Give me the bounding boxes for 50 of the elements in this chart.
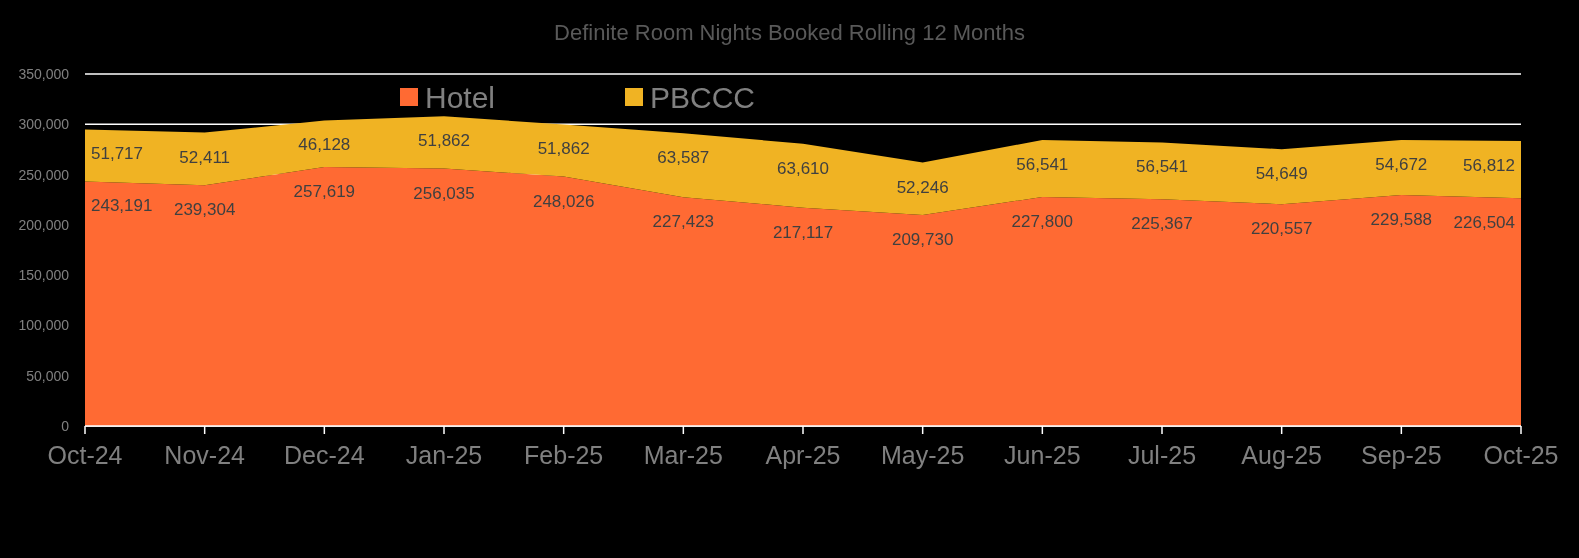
data-label: 229,588 xyxy=(1370,210,1433,230)
y-tick-label: 50,000 xyxy=(26,367,70,384)
x-tick-label: Oct-24 xyxy=(47,441,123,469)
x-tick-label: Nov-24 xyxy=(164,441,246,469)
x-tick-label: Feb-25 xyxy=(524,441,604,469)
data-label: 257,619 xyxy=(293,181,356,201)
x-tick-label: Dec-24 xyxy=(284,441,365,469)
data-label: 256,035 xyxy=(413,183,475,203)
data-label: 56,541 xyxy=(1136,157,1188,177)
data-label: 239,304 xyxy=(173,200,236,220)
x-tick-label: Aug-25 xyxy=(1241,441,1322,469)
x-tick-label: Mar-25 xyxy=(643,441,723,469)
y-tick-label: 250,000 xyxy=(18,166,70,183)
y-tick-label: 300,000 xyxy=(18,116,70,133)
x-tick-label: Jun-25 xyxy=(1004,441,1081,469)
data-label: 54,649 xyxy=(1255,164,1308,184)
data-label: 63,610 xyxy=(777,158,829,178)
data-label: 225,367 xyxy=(1131,214,1193,234)
data-label: 227,800 xyxy=(1011,211,1074,231)
x-tick-label: Jan-25 xyxy=(405,441,483,469)
data-label: 209,730 xyxy=(891,230,954,250)
x-tick-label: Oct-25 xyxy=(1483,441,1559,469)
y-tick-label: 350,000 xyxy=(18,66,70,82)
data-label: 63,587 xyxy=(657,148,710,168)
x-tick-label: Jul-25 xyxy=(1127,441,1197,469)
y-tick-label: 0 xyxy=(61,418,70,434)
data-label: 217,117 xyxy=(772,222,834,242)
x-tick-label: Apr-25 xyxy=(765,441,841,469)
data-label: 243,191 xyxy=(91,196,153,216)
data-label: 46,128 xyxy=(298,134,351,154)
y-tick-label: 150,000 xyxy=(18,267,70,284)
data-label: 52,246 xyxy=(896,177,949,197)
x-tick-label: Sep-25 xyxy=(1361,441,1442,469)
data-label: 54,672 xyxy=(1375,155,1428,175)
data-label: 52,411 xyxy=(179,147,231,167)
legend-label: Hotel xyxy=(425,81,496,114)
y-tick-label: 100,000 xyxy=(18,317,70,334)
data-label: 51,717 xyxy=(91,144,143,164)
x-tick-label: May-25 xyxy=(880,441,965,469)
chart-title: Definite Room Nights Booked Rolling 12 Months xyxy=(554,20,1025,45)
data-label: 220,557 xyxy=(1250,219,1313,239)
legend-label: PBCCC xyxy=(650,81,756,114)
data-label: 227,423 xyxy=(652,212,715,232)
data-label: 51,862 xyxy=(418,131,470,151)
data-label: 51,862 xyxy=(537,139,590,159)
data-label: 56,541 xyxy=(1016,155,1069,175)
y-tick-label: 200,000 xyxy=(18,216,70,233)
data-label: 56,812 xyxy=(1463,156,1515,176)
data-label: 248,026 xyxy=(532,191,595,211)
data-label: 226,504 xyxy=(1453,213,1515,233)
